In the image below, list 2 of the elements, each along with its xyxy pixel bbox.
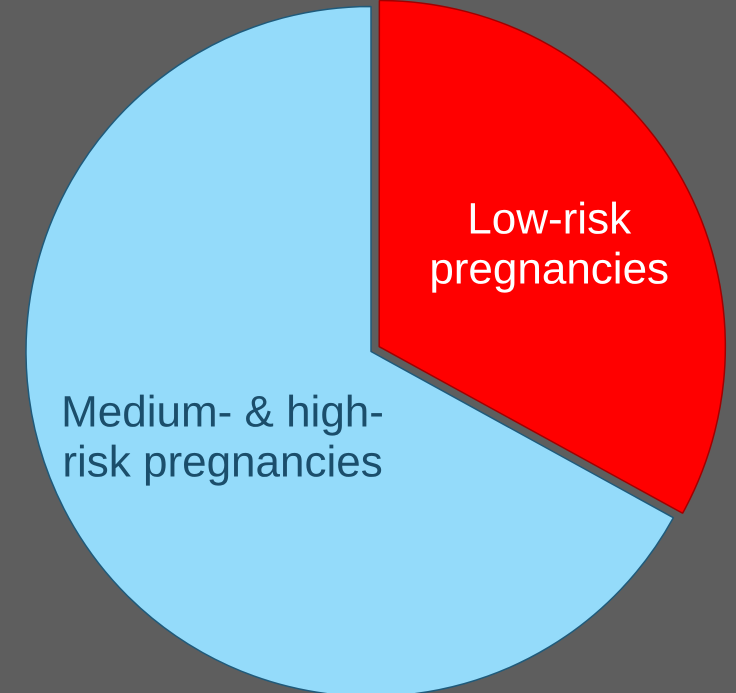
slice-label: Low-risk pregnancies bbox=[429, 194, 670, 294]
slice-label: Medium- & high-risk pregnancies bbox=[61, 387, 384, 486]
